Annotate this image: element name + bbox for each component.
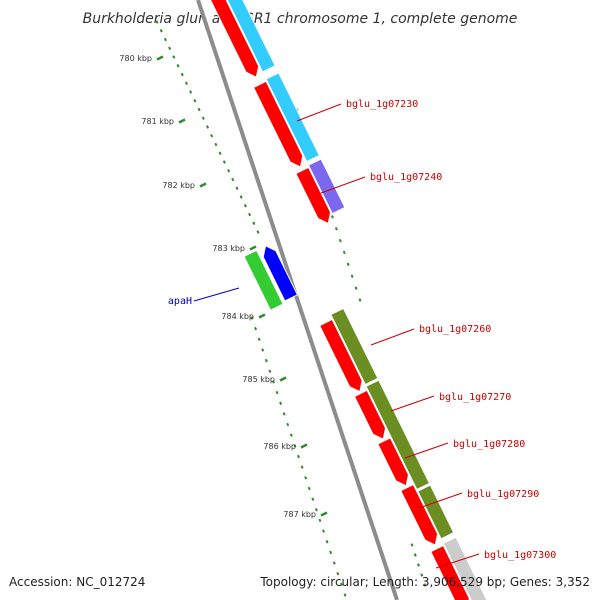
label-leader-line bbox=[390, 395, 435, 412]
feature-track bbox=[209, 0, 488, 600]
gene-label[interactable]: apaH bbox=[168, 296, 192, 307]
feature-box[interactable] bbox=[365, 379, 431, 491]
feature-labels: bglu_1g07230 bglu_1g07240 apaH bglu_1g07260… bbox=[168, 99, 556, 569]
scale-tick bbox=[320, 511, 328, 517]
scale-tick bbox=[199, 182, 207, 188]
scale-label: 780 kbp bbox=[119, 54, 152, 63]
label-leader-line bbox=[193, 287, 240, 302]
scale-label: 783 kbp bbox=[212, 244, 245, 253]
cds-arrow[interactable] bbox=[400, 483, 439, 546]
scale-label: 781 kbp bbox=[141, 117, 174, 126]
topology-text: Topology: circular; Length: 3,906,529 bp… bbox=[259, 575, 590, 589]
scale-tick bbox=[178, 118, 186, 124]
label-leader-line bbox=[418, 492, 463, 509]
gene-label[interactable]: bglu_1g07300 bbox=[484, 550, 556, 561]
cds-arrow[interactable] bbox=[295, 166, 332, 225]
gene-label[interactable]: bglu_1g07240 bbox=[370, 172, 442, 183]
feature-box[interactable] bbox=[223, 0, 276, 73]
scale-tick bbox=[156, 55, 164, 61]
scale-tick bbox=[258, 313, 266, 319]
apah-box[interactable] bbox=[243, 249, 284, 311]
apah-arrow[interactable] bbox=[262, 245, 299, 302]
scale-label: 786 kbp bbox=[263, 442, 296, 451]
scale-label: 782 kbp bbox=[162, 181, 195, 190]
label-leader-line bbox=[296, 103, 342, 122]
genome-backbone bbox=[196, 0, 405, 600]
scale-label: 785 kbp bbox=[242, 375, 275, 384]
scale-ruler: 780 kbp 781 kbp 782 kbp 783 kbp 784 kbp 785 k… bbox=[119, 20, 427, 597]
cds-arrow[interactable] bbox=[430, 544, 470, 600]
accession-text: Accession: NC_012724 bbox=[9, 575, 145, 589]
gene-label[interactable]: bglu_1g07290 bbox=[467, 489, 539, 500]
cds-arrow[interactable] bbox=[377, 437, 409, 487]
feature-box[interactable] bbox=[417, 484, 455, 540]
scale-tick bbox=[300, 443, 308, 449]
cds-arrow[interactable] bbox=[209, 0, 260, 78]
feature-box[interactable] bbox=[330, 307, 379, 386]
gene-label[interactable]: bglu_1g07270 bbox=[439, 392, 511, 403]
map-title: Burkholderia glumae BGR1 chromosome 1, c… bbox=[83, 11, 518, 27]
gene-label[interactable]: bglu_1g07280 bbox=[453, 439, 525, 450]
label-leader-line bbox=[370, 328, 415, 346]
label-leader-line bbox=[404, 442, 449, 459]
label-leader-line bbox=[320, 176, 366, 194]
scale-tick bbox=[279, 376, 287, 382]
gene-label[interactable]: bglu_1g07260 bbox=[419, 324, 491, 335]
cds-arrow[interactable] bbox=[252, 80, 304, 168]
scale-label: 784 kbp bbox=[221, 312, 254, 321]
cds-arrow[interactable] bbox=[318, 318, 363, 393]
feature-box[interactable] bbox=[265, 72, 320, 163]
scale-label: 787 kbp bbox=[283, 510, 316, 519]
scale-tick bbox=[249, 245, 257, 251]
label-leader-line bbox=[435, 553, 480, 569]
gene-label[interactable]: bglu_1g07230 bbox=[346, 99, 418, 110]
cds-arrow[interactable] bbox=[353, 389, 387, 440]
feature-box[interactable] bbox=[307, 158, 346, 215]
